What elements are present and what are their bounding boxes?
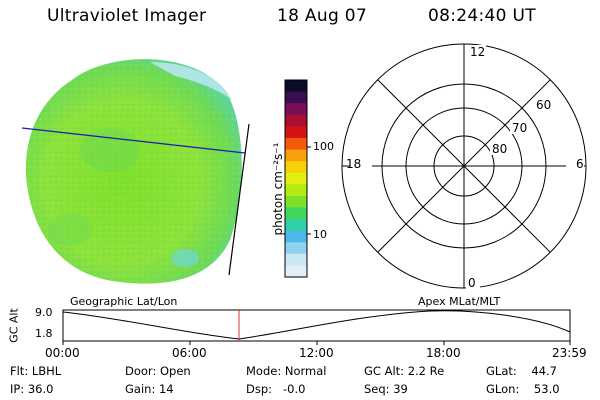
polar-label-6: 6 [576,157,584,171]
colorbar-segment [285,126,307,139]
colorbar-segment [285,149,307,162]
alt-strip-left-title: Geographic Lat/Lon [70,295,178,308]
seq-info: Seq: 39 [364,382,408,396]
instrument-title: Ultraviolet Imager [47,6,207,26]
polar-label-0: 0 [468,276,476,290]
x-tick-1800: 18:00 [426,346,461,360]
filter-info: Flt: LBHL [10,364,62,378]
glat-info: GLat: 44.7 [486,364,557,378]
colorbar-segment [285,103,307,116]
colorbar-segment [285,265,307,278]
x-tick-0600: 06:00 [172,346,207,360]
colorbar-segment [285,172,307,185]
colorbar-segment [285,91,307,104]
geographic-latitude-line [21,127,246,154]
glon-info: GLon: 53.0 [486,382,560,396]
x-tick-2359: 23:59 [552,346,587,360]
x-tick-0000: 00:00 [45,346,80,360]
polar-label-18: 18 [346,157,362,171]
alt-strip-right-title: Apex MLat/MLT [418,295,501,308]
colorbar-segment [285,242,307,255]
time-label: 08:24:40 UT [428,6,536,26]
colorbar-segment [285,230,307,243]
colorbar-segment [285,253,307,267]
colorbar-tick-100: 100 [313,140,334,153]
image-patch [171,249,199,267]
date-label: 18 Aug 07 [277,6,367,26]
gain-info: Gain: 14 [125,382,174,396]
alt-strip-ylabel: GC Alt [7,308,21,343]
polar-lat-80: 80 [492,142,508,156]
colorbar-tick-10: 10 [313,228,327,241]
dsp-info: Dsp: -0.0 [246,382,306,396]
mode-info: Mode: Normal [246,364,327,378]
altitude-curve [62,310,571,340]
colorbar-segment [285,195,307,209]
terminator-line [228,123,250,276]
x-tick-1200: 12:00 [299,346,334,360]
colorbar-segment [285,80,307,93]
colorbar-segment [285,184,307,197]
polar-lat-70: 70 [512,121,528,135]
colorbar-segment [285,219,307,232]
colorbar-segment [285,207,307,220]
door-info: Door: Open [125,364,191,378]
polar-lat-60: 60 [536,98,552,112]
alt-tick-9: 9.0 [35,306,53,319]
polar-label-12: 12 [470,45,486,59]
gc-alt-info: GC Alt: 2.2 Re [364,364,445,378]
colorbar-segment [285,137,307,151]
colorbar-segment [285,161,307,174]
alt-tick-1-8: 1.8 [35,327,53,340]
colorbar-segment [285,114,307,127]
ip-info: IP: 36.0 [10,382,54,396]
image-edge-glow [150,62,232,100]
